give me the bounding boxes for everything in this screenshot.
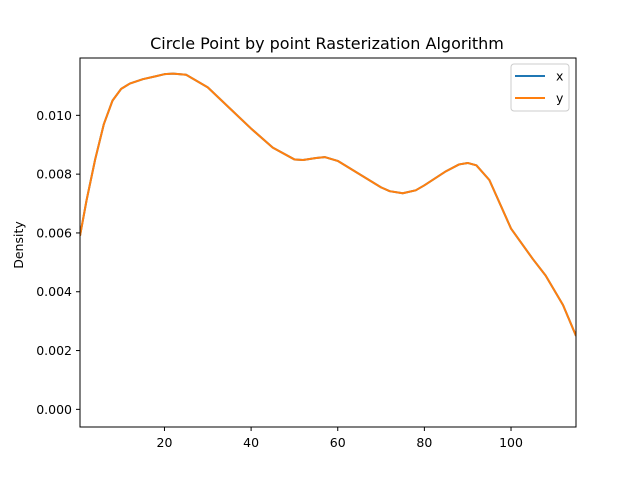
x-tick-label: 60 xyxy=(330,435,346,450)
series-line-y xyxy=(80,72,576,337)
x-tick-label: 100 xyxy=(499,435,523,450)
plot-area: 20 40 60 80 100 0.000 0.002 0.004 0.006 0.008 0.01… xyxy=(36,57,577,450)
x-tick-label: 80 xyxy=(416,435,432,450)
legend-label-y: y xyxy=(556,91,564,106)
chart-title: Circle Point by point Rasterization Algo… xyxy=(150,34,504,53)
y-tick-label: 0.008 xyxy=(36,167,72,182)
y-tick-label: 0.010 xyxy=(36,108,72,123)
y-tick-label: 0.002 xyxy=(36,343,72,358)
legend-label-x: x xyxy=(556,69,563,84)
y-axis-label: Density xyxy=(11,221,26,269)
x-tick-label: 40 xyxy=(243,435,259,450)
series-lines xyxy=(80,72,576,337)
x-tick-label: 20 xyxy=(157,435,173,450)
axes-frame xyxy=(79,57,577,428)
y-tick-label: 0.000 xyxy=(36,402,72,417)
y-tick-label: 0.004 xyxy=(36,284,72,299)
legend: xy xyxy=(510,63,570,112)
y-tick-label: 0.006 xyxy=(36,225,72,240)
